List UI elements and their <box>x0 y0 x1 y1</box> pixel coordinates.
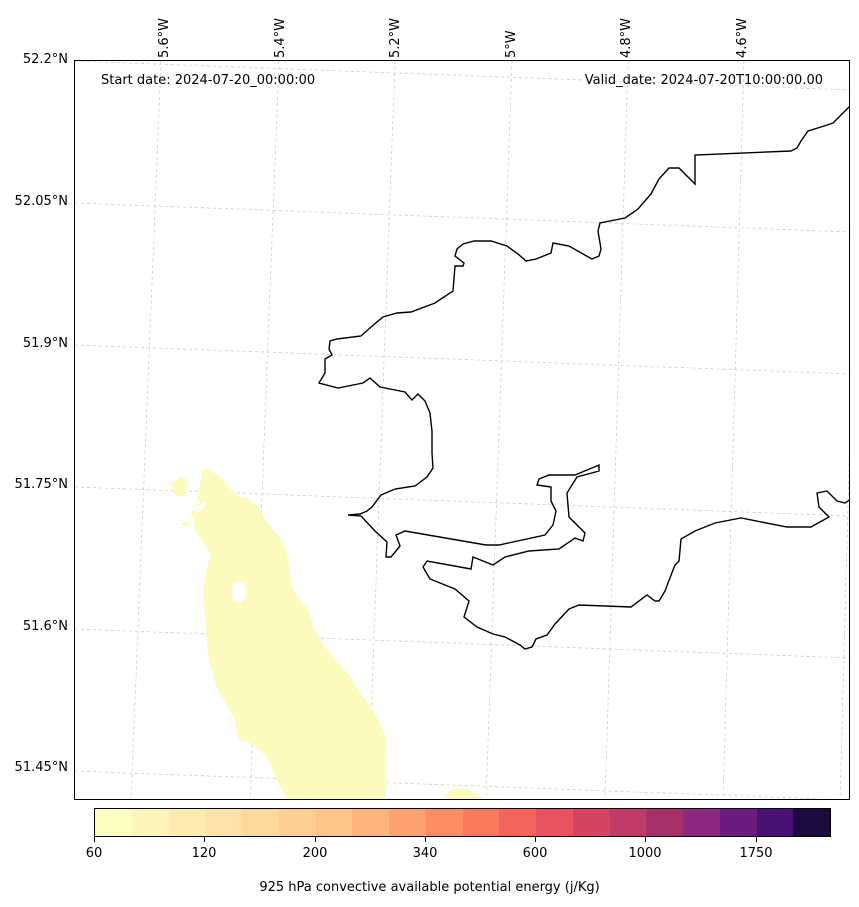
colorbar-segment <box>462 809 500 836</box>
colorbar-segment <box>572 809 610 836</box>
colorbar-segment <box>242 809 279 836</box>
gridline-lon-5.6 <box>130 61 162 799</box>
graticule <box>75 61 849 799</box>
lon-label-4.8W: 4.8°W <box>619 17 634 58</box>
colorbar-segment <box>95 809 132 836</box>
colorbar-segment <box>278 809 316 836</box>
colorbar-label-200: 200 <box>302 846 328 861</box>
cape-islet-2 <box>171 477 187 497</box>
colorbar-segment <box>425 809 463 836</box>
gridline-lat-51.6 <box>75 628 849 659</box>
colorbar-segment <box>131 809 169 836</box>
gridline-lat-52.05 <box>75 202 849 233</box>
colorbar-segment <box>793 809 830 836</box>
lon-label-4.6W: 4.6°W <box>735 17 750 58</box>
colorbar-segment <box>719 809 757 836</box>
colorbar-segment <box>389 809 426 836</box>
gridline-lon-4.8 <box>604 61 629 799</box>
lon-label-5.0W: 5°W <box>504 30 519 58</box>
colorbar-segment <box>683 809 720 836</box>
colorbar-tick <box>756 837 757 842</box>
gridline-lon-4.4 <box>839 453 849 799</box>
colorbar-label-120: 120 <box>191 846 217 861</box>
colorbar-segment <box>756 809 794 836</box>
cape-field <box>171 469 483 799</box>
start-date-label: Start date: 2024-07-20_00:00:00 <box>101 73 315 88</box>
cape-contour-south <box>445 788 483 799</box>
colorbar-segment <box>499 809 536 836</box>
map-panel: Start date: 2024-07-20_00:00:00 Valid_da… <box>74 60 850 800</box>
colorbar-tick <box>94 837 95 842</box>
colorbar <box>94 808 831 837</box>
colorbar-tick <box>425 837 426 842</box>
colorbar-segment <box>168 809 206 836</box>
colorbar-segment <box>609 809 647 836</box>
lat-label-52.2N: 52.2°N <box>22 52 68 67</box>
colorbar-label-340: 340 <box>412 846 438 861</box>
colorbar-tick <box>645 837 646 842</box>
colorbar-tick <box>315 837 316 842</box>
lat-label-51.9N: 51.9°N <box>22 336 68 351</box>
lon-label-5.4W: 5.4°W <box>273 17 288 58</box>
cape-hole <box>232 581 246 603</box>
gridline-lon-5.0 <box>485 61 513 799</box>
colorbar-label-60: 60 <box>85 846 103 861</box>
colorbar-label-1000: 1000 <box>628 846 662 861</box>
lat-label-51.75N: 51.75°N <box>14 477 68 492</box>
colorbar-segment <box>536 809 573 836</box>
colorbar-tick <box>204 837 205 842</box>
gridline-lon-4.6 <box>722 61 745 799</box>
gridline-lat-51.9 <box>75 344 849 375</box>
coastline <box>317 106 849 650</box>
lon-label-5.6W: 5.6°W <box>157 17 172 58</box>
colorbar-label-1750: 1750 <box>739 846 773 861</box>
cape-islet-3 <box>181 521 189 526</box>
colorbar-segment <box>646 809 683 836</box>
lat-label-51.45N: 51.45°N <box>14 760 68 775</box>
colorbar-title: 925 hPa convective available potential e… <box>259 880 600 895</box>
map-canvas: Start date: 2024-07-20_00:00:00 Valid_da… <box>75 61 849 799</box>
cape-islet-1 <box>200 471 225 487</box>
colorbar-label-600: 600 <box>522 846 548 861</box>
lat-label-52.05N: 52.05°N <box>14 194 68 209</box>
colorbar-segment <box>352 809 389 836</box>
gridline-lat-51.75 <box>75 486 849 517</box>
gridline-lon-5.2 <box>367 61 396 799</box>
valid-date-label: Valid_date: 2024-07-20T10:00:00.00 <box>585 73 823 88</box>
lat-label-51.6N: 51.6°N <box>22 619 68 634</box>
lon-label-5.2W: 5.2°W <box>388 17 403 58</box>
coastline-main <box>317 106 849 650</box>
colorbar-segment <box>205 809 242 836</box>
colorbar-tick <box>535 837 536 842</box>
colorbar-segment <box>315 809 353 836</box>
